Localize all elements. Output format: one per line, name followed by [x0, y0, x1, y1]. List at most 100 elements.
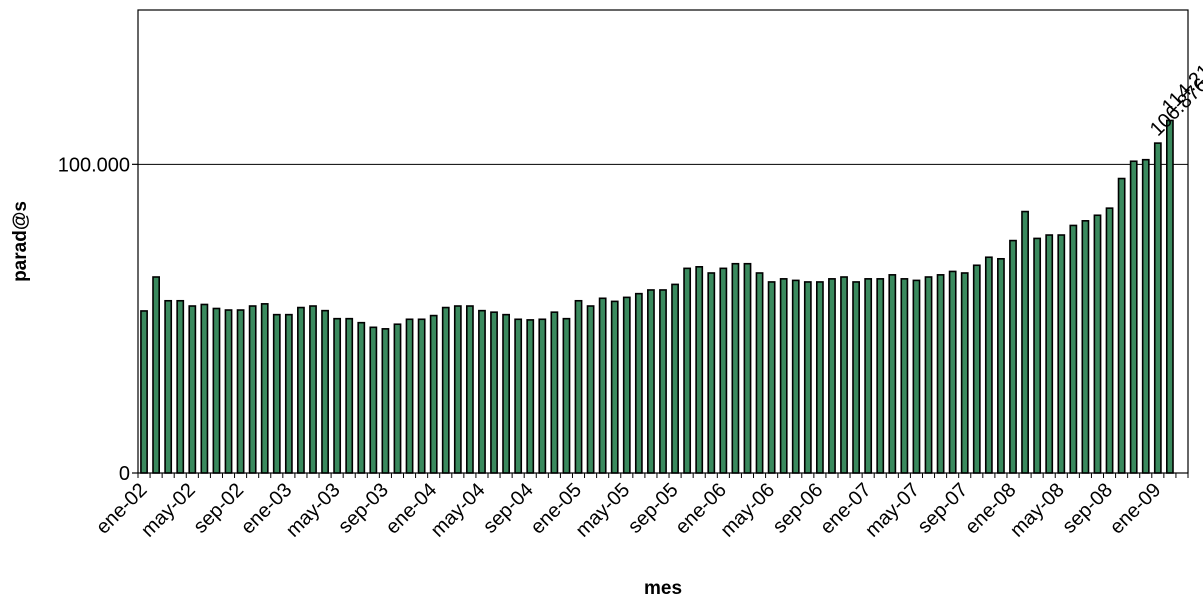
- bar-may-07: [912, 279, 921, 474]
- bar-oct-06: [828, 278, 836, 474]
- bar-may-08: [1057, 234, 1066, 474]
- bar-abr-03: [321, 309, 329, 474]
- bar-may-02: [188, 305, 197, 474]
- bar-sep-03: [381, 328, 390, 474]
- bar-abr-04: [465, 305, 474, 474]
- y-tick-label: 100.000: [58, 154, 130, 176]
- bar-ene-02: [140, 310, 148, 474]
- bar-abr-05: [610, 300, 619, 474]
- bar-feb-02: [152, 276, 160, 474]
- bar-jun-07: [924, 276, 933, 474]
- bar-may-03: [333, 317, 342, 474]
- bar-abr-06: [755, 272, 764, 474]
- bar-ago-04: [514, 318, 523, 474]
- bar-jul-07: [936, 274, 945, 474]
- x-tick-label: may-05: [572, 479, 635, 542]
- bar-dic-05: [707, 272, 716, 474]
- bar-nov-08: [1129, 160, 1138, 474]
- bar-nov-03: [405, 318, 414, 474]
- bar-ene-08: [1009, 239, 1017, 474]
- x-tick-label: may-03: [282, 479, 345, 542]
- y-axis-ticks: 0 100.000: [58, 154, 138, 485]
- data-label: 114.215: [1158, 52, 1203, 118]
- bar-dic-08: [1141, 158, 1150, 474]
- bar-ago-07: [948, 270, 957, 474]
- bar-dic-03: [417, 318, 426, 474]
- bar-oct-04: [538, 318, 547, 474]
- bar-jul-05: [647, 289, 655, 474]
- bar-mar-04: [453, 305, 462, 474]
- bar-jul-04: [502, 313, 510, 474]
- bar-jun-08: [1069, 224, 1078, 474]
- bar-jun-06: [779, 278, 788, 474]
- x-tick-label: may-04: [427, 479, 490, 542]
- bar-ago-06: [803, 281, 812, 474]
- bar-oct-05: [683, 267, 692, 474]
- bar-mar-05: [598, 297, 607, 474]
- bar-ene-07: [864, 278, 873, 474]
- x-axis-title: mes: [644, 578, 682, 599]
- bar-ene-05: [574, 299, 583, 474]
- bar-sep-06: [815, 281, 824, 474]
- bar-sep-05: [671, 283, 679, 474]
- plot-area-border: [137, 9, 1189, 474]
- bar-jun-03: [345, 317, 354, 474]
- bar-abr-02: [176, 299, 185, 474]
- x-axis-ticks: ene-02may-02sep-02ene-03may-03sep-03ene-…: [92, 473, 1189, 542]
- bar-oct-02: [248, 305, 257, 474]
- bar-abr-07: [900, 278, 909, 474]
- x-tick-label: sep-05: [624, 479, 683, 538]
- bar-ago-05: [659, 289, 667, 474]
- bar-ago-02: [224, 309, 233, 474]
- bar-mar-07: [888, 274, 897, 474]
- bar-may-04: [478, 309, 486, 474]
- bars: [140, 119, 1174, 474]
- bar-mar-08: [1033, 237, 1042, 474]
- bar-sep-02: [236, 309, 245, 474]
- bar-may-05: [622, 296, 631, 474]
- bar-abr-08: [1045, 234, 1054, 474]
- x-tick-label: may-07: [861, 479, 924, 542]
- x-tick-label: sep-06: [769, 479, 828, 538]
- x-tick-label: sep-04: [479, 479, 538, 538]
- x-tick-label: sep-03: [334, 479, 393, 538]
- bar-oct-08: [1117, 177, 1126, 474]
- bar-mar-06: [743, 262, 752, 474]
- bar-jul-02: [212, 307, 221, 474]
- x-tick-label: sep-07: [913, 479, 972, 538]
- bar-feb-07: [876, 278, 885, 474]
- x-tick-label: sep-02: [189, 479, 248, 538]
- x-tick-label: may-08: [1006, 479, 1069, 542]
- bar-sep-08: [1105, 207, 1114, 474]
- bar-feb-08: [1021, 210, 1029, 474]
- bar-jul-03: [357, 321, 366, 474]
- bar-mar-03: [309, 305, 317, 474]
- bar-jun-05: [634, 292, 643, 474]
- plot-frame: [137, 9, 1189, 474]
- bar-sep-04: [526, 319, 535, 474]
- bar-nov-02: [260, 303, 269, 474]
- bar-nov-04: [550, 311, 559, 474]
- bar-dic-04: [562, 317, 571, 474]
- bar-jul-06: [791, 279, 800, 474]
- bar-dic-02: [272, 313, 281, 474]
- bar-ene-03: [284, 313, 293, 474]
- bar-feb-05: [586, 305, 595, 474]
- x-tick-label: may-06: [716, 479, 779, 542]
- bar-nov-06: [840, 276, 848, 474]
- bar-may-06: [767, 281, 776, 474]
- bar-sep-07: [960, 272, 969, 474]
- bar-ene-09: [1153, 142, 1162, 474]
- bar-mar-02: [164, 299, 173, 474]
- bar-nov-05: [695, 266, 704, 474]
- bar-ene-04: [429, 314, 438, 474]
- x-tick-label: ene-09: [1106, 479, 1166, 539]
- x-tick-label: may-02: [137, 479, 200, 542]
- bar-feb-04: [441, 306, 450, 474]
- y-tick-label: 0: [119, 463, 130, 485]
- bar-ene-06: [719, 267, 728, 474]
- x-tick-label: sep-08: [1058, 479, 1117, 538]
